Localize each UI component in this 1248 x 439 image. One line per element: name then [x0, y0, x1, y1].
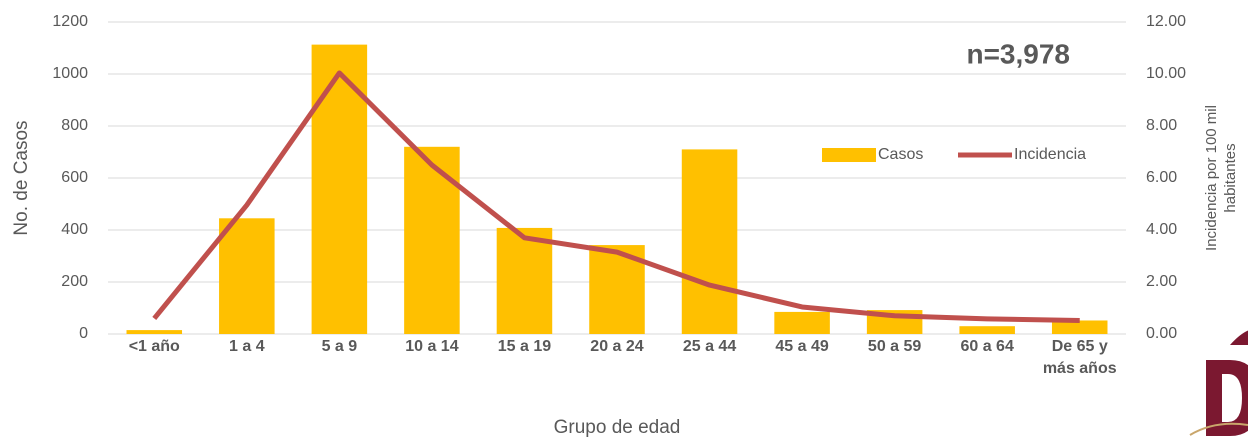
y-axis-title: No. de Casos	[11, 120, 32, 235]
y2-tick-label: 4.00	[1146, 221, 1177, 238]
y2-axis-title: Incidencia por 100 mil	[1203, 105, 1220, 251]
bar	[1051, 320, 1108, 334]
y2-tick-label: 8.00	[1146, 117, 1177, 134]
bar	[219, 218, 275, 334]
y2-tick-label: 12.00	[1146, 13, 1186, 30]
bar	[126, 330, 183, 334]
x-tick-label: 10 a 14	[405, 338, 459, 355]
line	[152, 70, 1080, 323]
logo	[1189, 330, 1248, 436]
y2-tick-label: 0.00	[1146, 325, 1177, 342]
bar	[681, 149, 738, 334]
x-tick-label: 20 a 24	[590, 338, 644, 355]
y-tick-label: 1200	[52, 13, 88, 30]
x-axis-title: Grupo de edad	[554, 417, 681, 438]
x-tick-label: 1 a 4	[229, 338, 265, 355]
x-tick-label: 15 a 19	[497, 338, 552, 355]
x-tick-label: 60 a 64	[960, 338, 1014, 355]
bar	[959, 326, 1015, 334]
x-tick-label: 45 a 49	[775, 338, 829, 355]
y-tick-label: 0	[79, 325, 88, 342]
y-tick-label: 200	[61, 273, 88, 290]
x-tick-label: 50 a 59	[867, 338, 922, 355]
y2-tick-label: 2.00	[1146, 273, 1177, 290]
y-tick-label: 600	[61, 169, 88, 186]
y-tick-label: 400	[61, 221, 88, 238]
y2-tick-label: 6.00	[1146, 169, 1177, 186]
x-tick-label: De 65 y más años	[1042, 338, 1117, 377]
bar	[496, 227, 553, 334]
y2-tick-label: 10.00	[1146, 65, 1186, 82]
annotation: n=3,978	[966, 38, 1070, 69]
x-tick-label: <1 año	[128, 338, 180, 355]
legend-label: Casos	[878, 146, 923, 163]
legend-label: Incidencia	[1014, 146, 1086, 163]
y-tick-label: 1000	[52, 65, 88, 82]
bar	[404, 146, 460, 334]
y-tick-label: 800	[61, 117, 88, 134]
x-tick-label: 5 a 9	[321, 338, 358, 355]
bar	[311, 44, 368, 335]
bar	[774, 311, 830, 334]
legend-swatch	[822, 148, 876, 162]
y2-axis-title: habitantes	[1222, 143, 1239, 212]
x-tick-label: 25 a 44	[682, 338, 737, 355]
